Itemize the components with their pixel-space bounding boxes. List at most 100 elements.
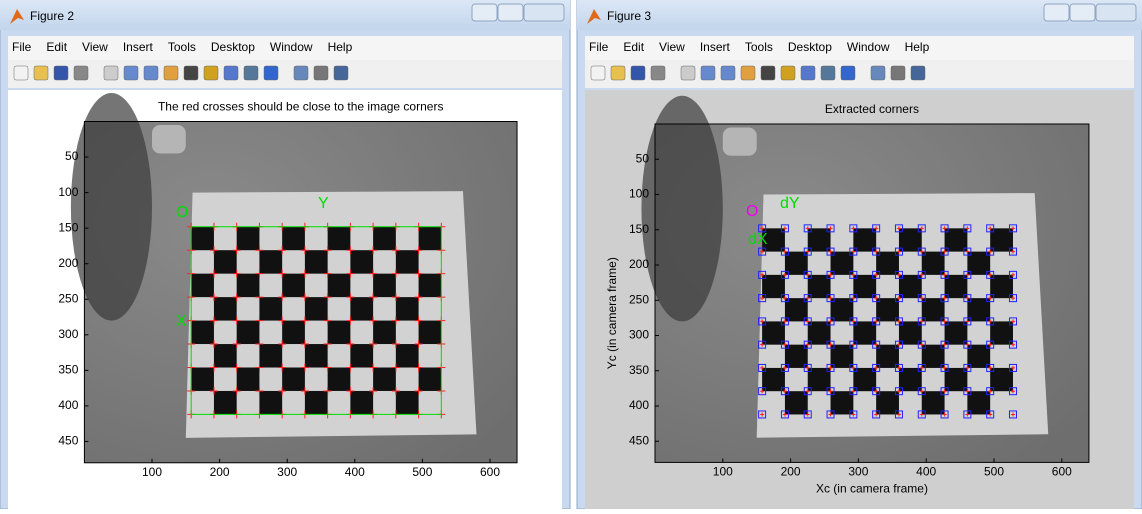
toolbar-button[interactable] [611, 66, 625, 80]
x-tick-label: 300 [848, 465, 868, 479]
toolbar-button[interactable] [721, 66, 735, 80]
toolbar-button[interactable] [244, 66, 258, 80]
toolbar-button[interactable] [801, 66, 815, 80]
y-tick-label: 400 [629, 398, 649, 412]
photo-shadow [71, 93, 152, 321]
checker-square [373, 321, 396, 344]
photo-object [723, 128, 757, 156]
menu-item[interactable]: Tools [168, 40, 196, 54]
toolbar-button[interactable] [314, 66, 328, 80]
toolbar-button[interactable] [891, 66, 905, 80]
toolbar-button[interactable] [164, 66, 178, 80]
toolbar-button[interactable] [334, 66, 348, 80]
checker-square [237, 227, 260, 250]
toolbar-button[interactable] [124, 66, 138, 80]
checker-square [373, 368, 396, 391]
menu-item[interactable]: View [659, 40, 685, 54]
photo-object [152, 125, 186, 153]
toolbar-button[interactable] [224, 66, 238, 80]
window-close-button[interactable] [524, 4, 564, 21]
toolbar [585, 60, 1134, 88]
x-tick-label: 400 [345, 465, 365, 479]
toolbar-button[interactable] [14, 66, 28, 80]
x-tick-label: 100 [142, 465, 162, 479]
y-tick-label: 350 [58, 363, 78, 377]
y-tick-label: 450 [629, 433, 649, 447]
toolbar-button[interactable] [871, 66, 885, 80]
toolbar-button[interactable] [701, 66, 715, 80]
annotation: X [176, 313, 187, 330]
y-tick-label: 300 [58, 327, 78, 341]
menu-item[interactable]: Desktop [788, 40, 832, 54]
window-close-button[interactable] [1096, 4, 1136, 21]
window-max-button[interactable] [1070, 4, 1095, 21]
x-axis-label: Xc (in camera frame) [816, 482, 928, 496]
menu-item[interactable]: File [12, 40, 32, 54]
y-axis-label: Yc (in camera frame) [605, 257, 619, 369]
checker-square [237, 321, 260, 344]
menu-item[interactable]: Desktop [211, 40, 255, 54]
checker-square [350, 297, 373, 320]
window-min-button[interactable] [472, 4, 497, 21]
toolbar-button[interactable] [591, 66, 605, 80]
toolbar-button[interactable] [821, 66, 835, 80]
toolbar-button[interactable] [631, 66, 645, 80]
figure-window: Figure 2FileEditViewInsertToolsDesktopWi… [0, 0, 570, 509]
checker-square [214, 391, 237, 414]
toolbar-button[interactable] [264, 66, 278, 80]
checker-square [396, 344, 419, 367]
y-tick-label: 200 [58, 256, 78, 270]
toolbar [8, 60, 562, 88]
toolbar-button[interactable] [54, 66, 68, 80]
checker-square [214, 250, 237, 273]
checker-square [396, 297, 419, 320]
checker-square [305, 344, 328, 367]
toolbar-button[interactable] [204, 66, 218, 80]
menu-item[interactable]: Help [905, 40, 930, 54]
toolbar-button[interactable] [74, 66, 88, 80]
x-tick-label: 300 [277, 465, 297, 479]
y-tick-label: 350 [629, 363, 649, 377]
checker-square [396, 250, 419, 273]
checker-square [350, 250, 373, 273]
toolbar-button[interactable] [911, 66, 925, 80]
window-min-button[interactable] [1044, 4, 1069, 21]
checker-square [419, 274, 442, 297]
toolbar-button[interactable] [651, 66, 665, 80]
menu-item[interactable]: File [589, 40, 609, 54]
toolbar-button[interactable] [841, 66, 855, 80]
toolbar-button[interactable] [681, 66, 695, 80]
checker-square [259, 297, 282, 320]
toolbar-button[interactable] [761, 66, 775, 80]
toolbar-button[interactable] [34, 66, 48, 80]
menu-item[interactable]: Insert [700, 40, 731, 54]
checker-square [282, 321, 305, 344]
menu-item[interactable]: Tools [745, 40, 773, 54]
checker-square [191, 227, 214, 250]
menu-item[interactable]: View [82, 40, 108, 54]
checker-square [328, 227, 351, 250]
toolbar-button[interactable] [144, 66, 158, 80]
checker-square [305, 250, 328, 273]
menu-item[interactable]: Insert [123, 40, 154, 54]
toolbar-button[interactable] [741, 66, 755, 80]
x-tick-label: 600 [1052, 465, 1072, 479]
y-tick-label: 450 [58, 434, 78, 448]
checker-square [419, 368, 442, 391]
checker-square [191, 321, 214, 344]
menu-item[interactable]: Window [270, 40, 313, 54]
toolbar-button[interactable] [781, 66, 795, 80]
menu-item[interactable]: Help [328, 40, 353, 54]
y-tick-label: 50 [636, 151, 650, 165]
checker-square [214, 344, 237, 367]
toolbar-button[interactable] [104, 66, 118, 80]
toolbar-button[interactable] [184, 66, 198, 80]
menu-item[interactable]: Edit [46, 40, 67, 54]
menu-item[interactable]: Window [847, 40, 890, 54]
window-max-button[interactable] [498, 4, 523, 21]
menu-item[interactable]: Edit [623, 40, 644, 54]
toolbar-button[interactable] [294, 66, 308, 80]
annotation: O [176, 204, 188, 221]
checker-square [305, 391, 328, 414]
